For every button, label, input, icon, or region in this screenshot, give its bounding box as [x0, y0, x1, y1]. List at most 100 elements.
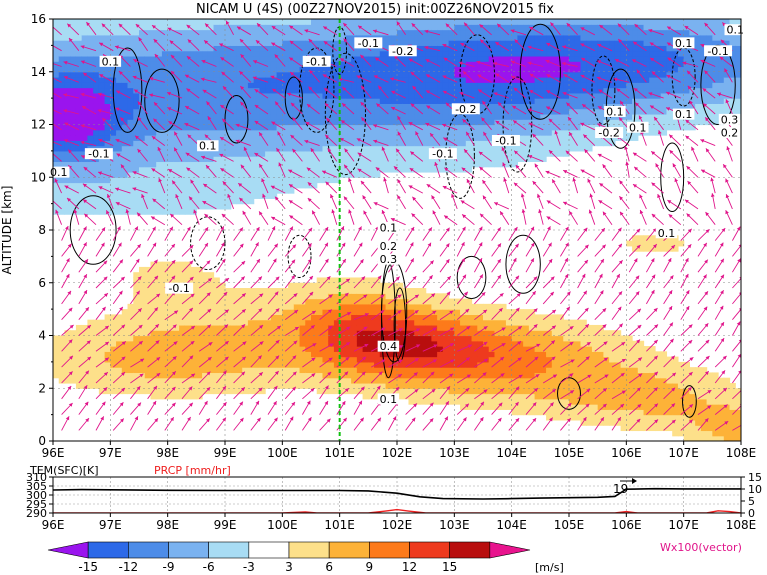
x-tick-label: 99E: [214, 518, 237, 532]
colorbar-label: 9: [366, 560, 374, 574]
surface-grid: [53, 477, 741, 513]
x-tick-label: 105E: [554, 518, 585, 532]
contour-label: 0.1: [606, 105, 624, 118]
left-tick-label: 295: [26, 498, 47, 511]
contour-label: 0.1: [50, 166, 68, 179]
x-tick-label: 97E: [99, 446, 122, 460]
x-tick-label: 100E: [267, 518, 298, 532]
y-tick-label: 16: [31, 12, 46, 26]
colorbar-swatch: [208, 541, 250, 559]
contour-label: 0.3: [380, 253, 398, 266]
contour-label: 0.1: [675, 37, 693, 50]
colorbar-swatch: [128, 541, 169, 559]
precipitation-line: [53, 508, 741, 513]
colorbar-unit: [m/s]: [535, 561, 564, 574]
surface-series: [53, 487, 741, 513]
y-tick-label: 0: [38, 434, 46, 448]
contour-label: 0.1: [629, 121, 647, 134]
x-tick-label: 102E: [382, 518, 413, 532]
contour-label: 0.1: [658, 227, 676, 240]
contour-label: 0.1: [102, 55, 120, 68]
contour-label: 0.4: [380, 340, 398, 353]
colorbar-label: 15: [442, 560, 457, 574]
contour-label: -0.2: [455, 103, 476, 116]
left-tick-label: 305: [26, 480, 47, 493]
x-tick-label: 103E: [439, 446, 470, 460]
main-axes: 96E 97E 98E 99E 100E 101E 102E 103E 104E 105E 106E…: [31, 12, 757, 460]
contour-label: -0.1: [495, 134, 516, 147]
right-tick-label: 5: [748, 495, 755, 508]
y-tick-label: 2: [38, 381, 46, 395]
x-tick-label: 105E: [554, 446, 585, 460]
left-tick-label: 290: [26, 507, 47, 520]
x-tick-label: 108E: [726, 518, 757, 532]
x-tick-label: 104E: [496, 518, 527, 532]
x-tick-label: 96E: [42, 518, 65, 532]
y-tick-label: 4: [38, 329, 46, 343]
x-tick-label: 103E: [439, 518, 470, 532]
colorbar-swatch: [87, 541, 129, 559]
y-tick-label: 14: [31, 65, 46, 79]
colorbar-swatch: [449, 541, 491, 559]
contour-label: -0.2: [598, 127, 619, 140]
contour-label: -0.1: [306, 55, 327, 68]
right-tick-label: 15: [748, 471, 762, 484]
colorbar-label: -6: [203, 560, 215, 574]
contour-label: 0.2: [721, 127, 739, 140]
x-tick-label: 107E: [668, 518, 699, 532]
colorbar-swatch: [369, 541, 410, 559]
x-tick-label: 101E: [324, 446, 355, 460]
contour-label: -0.2: [392, 45, 413, 58]
contour-label: -0.1: [707, 45, 728, 58]
y-tick-label: 10: [31, 170, 46, 184]
colorbar-label: -12: [119, 560, 139, 574]
x-tick-label: 96E: [42, 446, 65, 460]
surface-annotation: 19: [613, 482, 628, 496]
colorbar-label: 12: [402, 560, 417, 574]
contour-label: -0.1: [358, 37, 379, 50]
x-tick-label: 99E: [214, 446, 237, 460]
x-tick-label: 104E: [496, 446, 527, 460]
x-tick-label: 100E: [267, 446, 298, 460]
y-tick-label: 12: [31, 118, 46, 132]
y-tick-label: 8: [38, 223, 46, 237]
right-tick-label: 0: [748, 507, 755, 520]
x-tick-label: 98E: [156, 518, 179, 532]
contour-label: 0.3: [721, 113, 739, 126]
contour-label: -0.1: [168, 282, 189, 295]
wind-vectors: [53, 19, 741, 431]
contour-label: 0.1: [380, 222, 398, 235]
colorbar-label: -9: [163, 560, 175, 574]
contour-label: 0.1: [199, 140, 217, 153]
colorbar: -15 -12 -9 -6 -3 3 6 9 12 15: [47, 541, 531, 574]
colorbar-swatch: [168, 541, 209, 559]
colorbar-swatch: [47, 541, 89, 559]
chart-title: NICAM U (4S) (00Z27NOV2015) init:00Z26NO…: [196, 2, 554, 17]
contour-labels: 0.1 -0.1 0.1 0.1 -0.1 -0.1 -0.2 -0.2 -0.1 -0.1 0.1…: [47, 24, 747, 406]
colorbar-swatch: [288, 541, 330, 559]
colorbar-swatch: [248, 541, 290, 559]
contour-label: 0.1: [675, 108, 693, 121]
x-tick-label: 102E: [382, 446, 413, 460]
x-tick-label: 97E: [99, 518, 122, 532]
y-tick-label: 6: [38, 276, 46, 290]
right-axis-label: PRCP [mm/hr]: [154, 464, 231, 477]
colorbar-swatch: [489, 541, 531, 559]
y-axis-label: ALTITUDE [km]: [0, 186, 14, 275]
x-tick-label: 98E: [156, 446, 179, 460]
x-tick-label: 106E: [611, 518, 642, 532]
contour-label: 0.1: [380, 393, 398, 406]
temperature-line: [53, 487, 741, 500]
colorbar-swatch: [409, 541, 450, 559]
colorbar-label: -3: [243, 560, 255, 574]
x-tick-label: 108E: [726, 446, 757, 460]
left-tick-label: 300: [26, 489, 47, 502]
contour-label: 0.2: [380, 240, 398, 253]
x-tick-label: 106E: [611, 446, 642, 460]
left-tick-label: 310: [26, 471, 47, 484]
surface-panel: TEM(SFC)[K] PRCP [mm/hr] 19 310305300295…: [26, 464, 762, 532]
vector-legend-label: Wx100(vector): [660, 541, 742, 554]
x-tick-label: 101E: [324, 518, 355, 532]
